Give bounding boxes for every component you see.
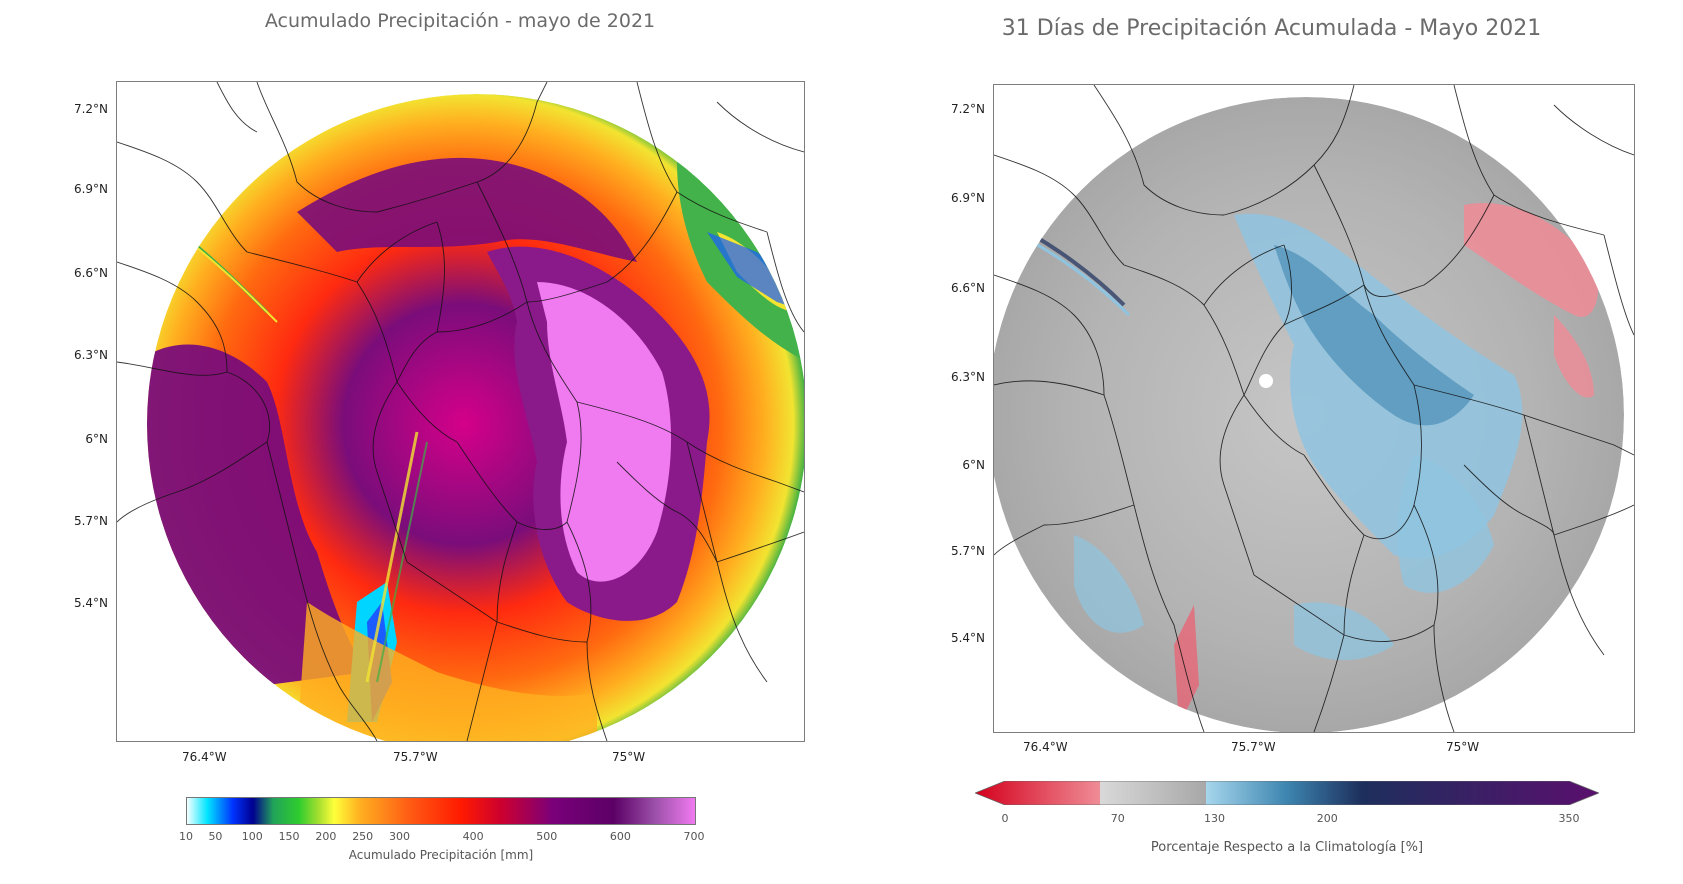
right-percentage-map[interactable] bbox=[993, 84, 1635, 733]
left-colorbar-label: Acumulado Precipitación [mm] bbox=[348, 848, 534, 862]
left-lon-tick: 76.4°W bbox=[182, 750, 227, 764]
left-map-canvas bbox=[117, 82, 804, 741]
right-lat-tick: 5.7°N bbox=[950, 544, 985, 558]
right-lat-tick: 6.6°N bbox=[950, 281, 985, 295]
left-lat-tick: 6.3°N bbox=[73, 348, 108, 362]
right-lat-tick: 7.2°N bbox=[950, 102, 985, 116]
left-lat-tick: 5.7°N bbox=[73, 514, 108, 528]
left-colorbar bbox=[186, 797, 696, 825]
left-colorbar-tick: 300 bbox=[389, 830, 410, 843]
left-precipitation-map[interactable] bbox=[116, 81, 805, 742]
left-colorbar-tick: 10 bbox=[179, 830, 193, 843]
right-lat-tick: 6.3°N bbox=[950, 370, 985, 384]
right-lon-tick: 75.7°W bbox=[1231, 740, 1276, 754]
left-colorbar-tick: 200 bbox=[315, 830, 337, 843]
right-lon-tick: 75°W bbox=[1446, 740, 1480, 754]
right-colorbar-tick: 350 bbox=[1558, 812, 1580, 825]
right-colorbar-tick: 70 bbox=[1110, 812, 1125, 825]
right-map-canvas bbox=[994, 85, 1634, 732]
right-colorbar-tick: 200 bbox=[1316, 812, 1338, 825]
right-lon-tick: 76.4°W bbox=[1023, 740, 1068, 754]
right-colorbar-label: Porcentaje Respecto a la Climatología [%… bbox=[1150, 840, 1424, 855]
left-colorbar-tick: 50 bbox=[208, 830, 223, 843]
left-colorbar-tick: 150 bbox=[278, 830, 300, 843]
left-map-title: Acumulado Precipitación - mayo de 2021 bbox=[264, 10, 656, 32]
left-colorbar-tick: 500 bbox=[536, 830, 558, 843]
right-lat-tick: 6.9°N bbox=[950, 191, 985, 205]
left-lat-tick: 6.9°N bbox=[73, 182, 108, 196]
left-colorbar-tick: 250 bbox=[352, 830, 374, 843]
right-lat-tick: 5.4°N bbox=[950, 631, 985, 645]
left-lat-tick: 7.2°N bbox=[73, 102, 108, 116]
left-lat-tick: 6°N bbox=[85, 432, 108, 446]
right-map-title: 31 Días de Precipitación Acumulada - May… bbox=[1001, 16, 1542, 41]
left-colorbar-tick: 700 bbox=[683, 830, 705, 843]
left-colorbar-tick: 100 bbox=[241, 830, 263, 843]
left-colorbar-tick: 600 bbox=[609, 830, 631, 843]
left-colorbar-tick: 400 bbox=[462, 830, 484, 843]
left-lat-tick: 5.4°N bbox=[73, 596, 108, 610]
left-lon-tick: 75°W bbox=[612, 750, 646, 764]
right-colorbar-tick: 130 bbox=[1203, 812, 1225, 825]
right-colorbar bbox=[975, 781, 1599, 805]
left-lon-tick: 75.7°W bbox=[393, 750, 438, 764]
right-lat-tick: 6°N bbox=[962, 458, 985, 472]
left-lat-tick: 6.6°N bbox=[73, 266, 108, 280]
right-colorbar-tick: 0 bbox=[1001, 812, 1009, 825]
